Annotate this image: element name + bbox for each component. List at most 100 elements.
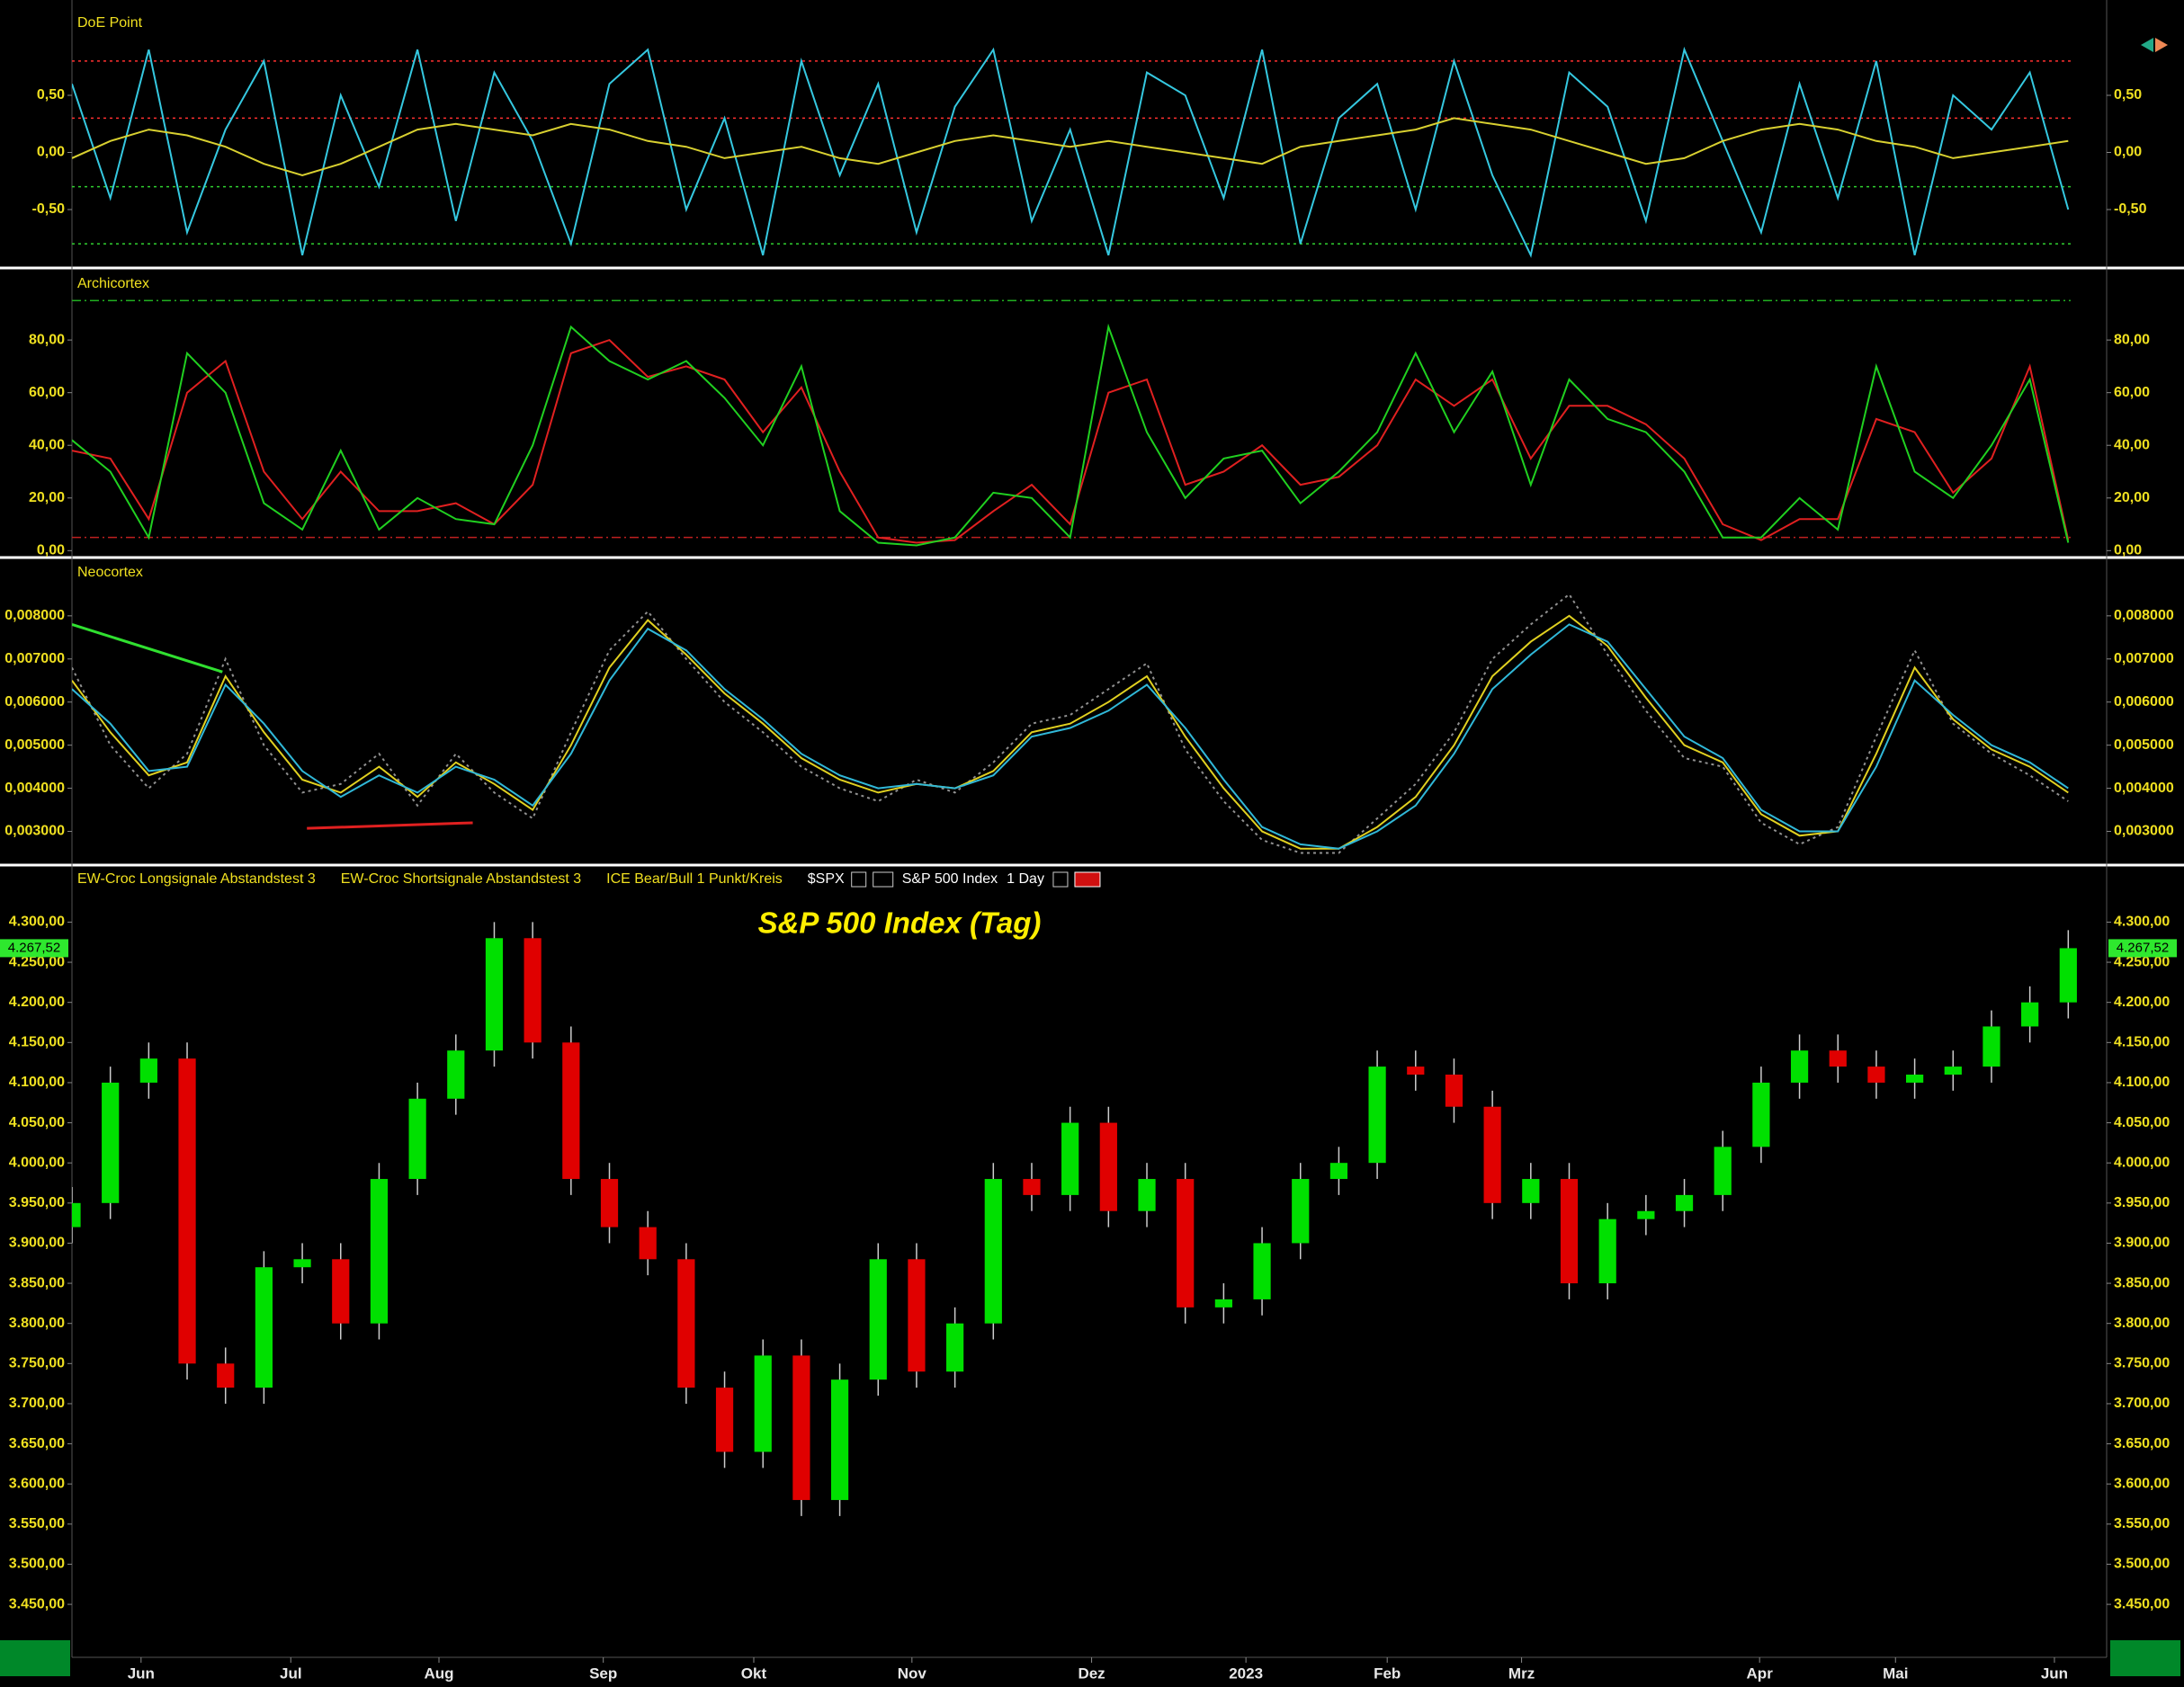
candle-body [1099, 1122, 1117, 1211]
y-tick-label: 0,003000 [2114, 824, 2174, 839]
x-tick-label: Dez [1078, 1665, 1105, 1682]
candle-body [677, 1259, 695, 1388]
candle-body [562, 1042, 580, 1180]
y-tick-label: 0,004000 [2114, 781, 2174, 796]
y-tick-label: 0,00 [37, 543, 65, 558]
y-tick-label: 3.450,00 [2114, 1596, 2170, 1611]
alert-button[interactable] [1074, 871, 1101, 888]
dropdown[interactable] [873, 871, 894, 888]
x-tick-label: Aug [424, 1665, 453, 1682]
y-tick-label: 3.950,00 [2114, 1195, 2170, 1210]
candle-body [1906, 1075, 1924, 1083]
candle-body [2059, 948, 2077, 1003]
candle-body [1522, 1179, 1540, 1203]
y-tick-label: 3.850,00 [9, 1275, 65, 1290]
y-tick-label: -0,50 [2114, 201, 2147, 217]
y-tick-label: 4.000,00 [9, 1155, 65, 1170]
nav-icon[interactable] [2155, 38, 2168, 52]
y-tick-label: 80,00 [2114, 332, 2150, 347]
panel-title: Neocortex [77, 565, 143, 580]
nav-icon[interactable] [2141, 38, 2153, 52]
dropdown[interactable] [851, 871, 867, 888]
candle-body [1214, 1299, 1232, 1308]
indicator-label[interactable]: EW-Croc Longsignale Abstandstest 3 [77, 871, 316, 887]
y-tick-label: 20,00 [29, 490, 65, 505]
y-tick-label: 4.200,00 [9, 995, 65, 1010]
y-tick-label: 4.150,00 [2114, 1035, 2170, 1050]
candle-body [139, 1058, 157, 1083]
candle-body [946, 1323, 964, 1372]
last-price-box [0, 939, 68, 958]
y-tick-label: 0,008000 [2114, 608, 2174, 623]
candle-body [1675, 1194, 1694, 1211]
y-tick-label: 3.550,00 [2114, 1516, 2170, 1531]
y-tick-label: 4.200,00 [2114, 995, 2170, 1010]
y-tick-label: 3.450,00 [9, 1596, 65, 1611]
panel: 0,50 0,50 0,00 0,00 -0,50 -0,50 DoE Point [32, 15, 2147, 258]
candle-body [178, 1058, 196, 1364]
y-tick-label: 60,00 [2114, 385, 2150, 400]
panel: 80,00 80,00 60,00 60,00 40,00 40,00 20,00 20,00… [29, 276, 2150, 558]
candle-body [332, 1259, 350, 1324]
x-tick-label: Mrz [1508, 1665, 1535, 1682]
series-line [72, 323, 2070, 547]
series-line [72, 46, 2070, 258]
last-price-label: 4.267,52 [2117, 940, 2169, 955]
candle-body [370, 1179, 389, 1324]
candle-body [1023, 1179, 1041, 1195]
y-tick-label: 0,008000 [4, 608, 65, 623]
trendline [307, 821, 473, 830]
y-tick-label: 3.900,00 [9, 1236, 65, 1251]
plot-area [72, 593, 2069, 854]
y-tick-label: 0,50 [2114, 87, 2142, 103]
plot-area [72, 922, 2077, 1516]
y-tick-label: 4.300,00 [2114, 915, 2170, 930]
candle-body [255, 1267, 273, 1388]
candle-body [1253, 1243, 1271, 1299]
candle-body [485, 938, 504, 1051]
candle-body [715, 1388, 734, 1452]
y-tick-label: 0,005000 [2114, 737, 2174, 753]
status-box [2110, 1640, 2180, 1676]
candle-body [1368, 1067, 1386, 1164]
y-tick-label: 3.600,00 [9, 1476, 65, 1491]
x-tick-label: Feb [1374, 1665, 1401, 1682]
candle-body [408, 1098, 426, 1180]
y-tick-label: 3.500,00 [2114, 1557, 2170, 1572]
series-line [72, 623, 2069, 850]
candle-body [1445, 1075, 1463, 1107]
x-tick-label: Jul [280, 1665, 302, 1682]
y-tick-label: 4.250,00 [9, 954, 65, 969]
y-tick-label: 4.300,00 [9, 915, 65, 930]
panel: 0,008000 0,008000 0,007000 0,007000 0,006000… [4, 565, 2174, 854]
candle-body [1407, 1067, 1425, 1076]
indicator-label[interactable]: ICE Bear/Bull 1 Punkt/Kreis [606, 871, 783, 887]
x-tick-label: 2023 [1229, 1665, 1263, 1682]
indicator-label[interactable]: EW-Croc Shortsignale Abstandstest 3 [341, 871, 581, 887]
candle-body [754, 1355, 772, 1452]
y-tick-label: 3.950,00 [9, 1195, 65, 1210]
candle-body [1483, 1106, 1501, 1203]
candle-body [1867, 1067, 1885, 1083]
dropdown[interactable] [1052, 871, 1069, 888]
x-tick-label: Nov [898, 1665, 927, 1682]
x-tick-label: Jun [2041, 1665, 2068, 1682]
y-tick-label: 0,00 [2114, 145, 2142, 160]
candle-body [1944, 1067, 1962, 1076]
interval-label[interactable]: 1 Day [1007, 871, 1044, 887]
chart-title: S&P 500 Index (Tag) [758, 906, 1042, 940]
y-tick-label: 4.050,00 [2114, 1115, 2170, 1130]
y-tick-label: 4.100,00 [9, 1075, 65, 1090]
y-tick-label: 0,007000 [2114, 651, 2174, 666]
y-tick-label: 3.500,00 [9, 1557, 65, 1572]
candle-body [1829, 1050, 1847, 1067]
candle-body [1983, 1026, 2001, 1067]
y-tick-label: 80,00 [29, 332, 65, 347]
y-tick-label: 4.150,00 [9, 1035, 65, 1050]
candle-body [1790, 1050, 1809, 1083]
y-tick-label: 3.850,00 [2114, 1275, 2170, 1290]
candle-body [600, 1179, 619, 1227]
symbol-label[interactable]: $SPX [808, 871, 845, 887]
